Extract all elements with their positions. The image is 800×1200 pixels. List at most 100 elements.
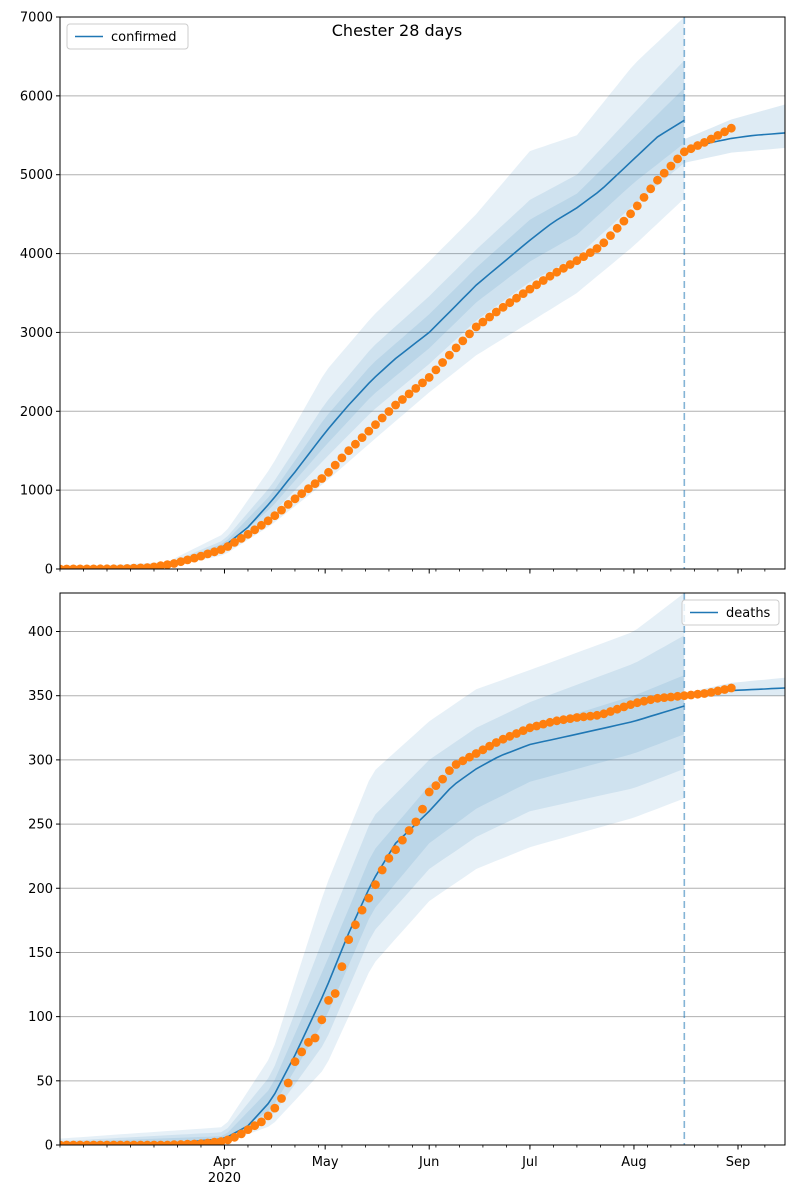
- observed-point: [371, 880, 380, 890]
- axes-frame: [59, 16, 786, 570]
- observed-point: [364, 893, 374, 903]
- observed-point: [679, 691, 689, 701]
- observed-point: [438, 774, 447, 784]
- plot-area: [60, 593, 785, 1145]
- observed-point: [572, 256, 582, 266]
- observed-point: [666, 161, 676, 171]
- observed-point: [82, 1140, 92, 1145]
- observed-point: [136, 563, 145, 569]
- observed-point: [532, 721, 541, 731]
- observed-point: [666, 692, 676, 702]
- observed-point: [538, 719, 548, 729]
- observed-point: [465, 329, 474, 339]
- observed-point: [384, 407, 394, 416]
- observed-point: [330, 989, 340, 998]
- observed-point: [290, 494, 300, 504]
- observed-point: [277, 505, 286, 515]
- x-tick-label: Jul: [521, 1155, 538, 1170]
- y-tick-label: 50: [36, 1074, 53, 1089]
- observed-point: [183, 555, 192, 565]
- observed-point: [579, 252, 588, 261]
- observed-point: [445, 766, 454, 775]
- observed-point: [95, 1140, 105, 1145]
- axes-frame: [59, 592, 786, 1146]
- observed-point: [324, 996, 333, 1005]
- observed-point: [559, 263, 568, 273]
- observed-point: [163, 560, 172, 569]
- observed-point: [243, 529, 253, 539]
- observed-point: [592, 244, 602, 253]
- observed-point: [431, 781, 441, 790]
- observed-point: [317, 1015, 327, 1025]
- observed-point: [283, 1078, 293, 1088]
- observed-point: [518, 289, 528, 298]
- confirmed-panel: 0 1000 2000 3000 4000 5000 6000 7000 confirmed: [20, 11, 786, 578]
- legend-box: [66, 23, 189, 50]
- observed-point: [102, 1140, 112, 1145]
- observed-point: [673, 154, 682, 164]
- observed-point: [471, 322, 481, 332]
- observed-point: [189, 1139, 199, 1145]
- observed-point: [706, 688, 716, 697]
- observed-point: [317, 474, 327, 483]
- observed-point: [304, 1037, 313, 1047]
- observed-point: [659, 693, 669, 702]
- observed-point: [142, 563, 152, 569]
- legend-box: [681, 599, 780, 626]
- observed-point: [639, 696, 649, 706]
- observed-point: [632, 201, 642, 211]
- observed-point: [250, 525, 260, 535]
- observed-point: [391, 400, 400, 410]
- observed-point: [565, 260, 575, 269]
- observed-point: [203, 1138, 213, 1145]
- observed-point: [525, 723, 535, 733]
- y-tick-label: 250: [28, 818, 53, 833]
- observed-point: [377, 865, 387, 875]
- observed-point: [418, 804, 427, 814]
- observed-point: [438, 358, 447, 367]
- observed-point: [572, 713, 582, 722]
- observed-point: [89, 1140, 98, 1145]
- observed-point: [290, 1057, 300, 1066]
- observed-point: [398, 395, 407, 404]
- observed-point: [404, 826, 414, 835]
- observed-point: [116, 1140, 125, 1145]
- observed-point: [518, 726, 528, 735]
- observed-point: [351, 439, 360, 449]
- observed-point: [471, 749, 481, 758]
- observed-point: [156, 1140, 166, 1145]
- observed-point: [458, 336, 468, 346]
- observed-point: [404, 389, 414, 399]
- observed-point: [142, 1140, 152, 1145]
- uncertainty-band-outer: [60, 17, 685, 569]
- y-tick-label: 7000: [20, 11, 53, 26]
- observed-point: [357, 433, 367, 442]
- observed-point: [122, 1140, 132, 1145]
- y-tick-label: 150: [28, 946, 53, 961]
- observed-point: [270, 1103, 280, 1113]
- observed-point: [659, 168, 669, 178]
- observed-point: [163, 1140, 172, 1145]
- y-tick-label: 1000: [20, 484, 53, 499]
- observed-point: [686, 690, 696, 700]
- observed-point: [538, 276, 548, 285]
- x-tick-sublabel: 2020: [208, 1171, 241, 1186]
- observed-point: [75, 564, 85, 569]
- observed-point: [216, 545, 226, 554]
- observed-point: [183, 1139, 192, 1145]
- observed-point: [357, 905, 367, 915]
- observed-point: [706, 134, 716, 144]
- observed-point: [250, 1121, 260, 1131]
- observed-point: [424, 787, 434, 797]
- observed-point: [176, 1140, 186, 1145]
- observed-point: [411, 817, 421, 827]
- y-tick-label: 0: [45, 1139, 53, 1154]
- observed-point: [337, 962, 347, 971]
- observed-point: [223, 542, 233, 551]
- observed-point: [465, 752, 474, 762]
- y-tick-label: 300: [28, 753, 53, 768]
- observed-point: [257, 1117, 266, 1127]
- observed-point: [545, 717, 555, 727]
- observed-point: [612, 223, 622, 233]
